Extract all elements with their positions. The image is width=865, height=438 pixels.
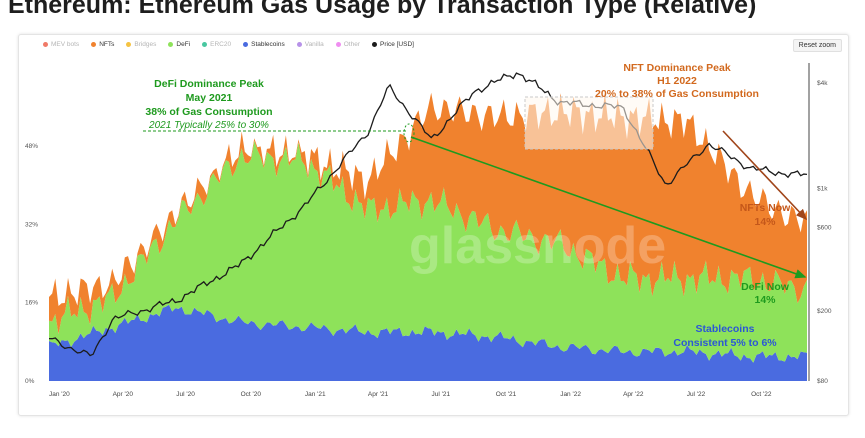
legend-item-other[interactable]: Other <box>335 41 361 48</box>
legend-dot-icon <box>91 42 97 47</box>
legend-dot-icon <box>296 42 302 47</box>
x-tick-label: Oct '22 <box>751 391 772 398</box>
annotation-line: 20% to 38% of Gas Consumption <box>595 88 759 100</box>
x-tick-label: Oct '21 <box>496 391 517 398</box>
x-tick-label: Jul '21 <box>432 391 451 398</box>
legend-dot-icon <box>335 42 341 47</box>
legend-label: Bridges <box>134 41 157 48</box>
x-tick-label: Apr '20 <box>113 391 134 398</box>
legend-label: NFTs <box>99 41 115 48</box>
annotation-line: DeFi Dominance Peak <box>154 78 264 90</box>
annotation-line: 14% <box>754 216 776 228</box>
annotation-line: 38% of Gas Consumption <box>145 106 272 118</box>
x-tick-label: Jan '20 <box>49 391 70 398</box>
reset-zoom-button[interactable]: Reset zoom <box>792 39 842 52</box>
legend-label: ERC20 <box>210 41 232 48</box>
legend-dot-icon <box>243 42 249 47</box>
legend-item-erc20[interactable]: ERC20 <box>202 41 231 48</box>
x-tick-label: Jul '20 <box>176 391 195 398</box>
legend-item-vanilla[interactable]: Vanilla <box>296 41 324 48</box>
y-left-tick-label: 48% <box>25 143 38 150</box>
x-tick-label: Jul '22 <box>687 391 706 398</box>
legend-dot-icon <box>126 42 132 47</box>
y-left-tick-label: 16% <box>25 300 38 307</box>
y-left-tick-label: 0% <box>25 378 35 385</box>
defi-peak-marker <box>403 123 415 143</box>
annotation-line: DeFi Now <box>741 281 790 293</box>
price-line <box>48 72 808 357</box>
defi-now-annotation: DeFi Now 14% <box>741 281 790 306</box>
legend-label: MEV bots <box>51 41 80 48</box>
y-right-tick-label: $4k <box>817 80 828 87</box>
annotation-line: Stablecoins <box>696 323 755 335</box>
area-layer <box>49 92 807 381</box>
y-right-tick-label: $80 <box>817 378 828 385</box>
annotation-line: May 2021 <box>186 92 233 104</box>
chart-panel: MEV bots NFTs Bridges DeFi ERC20 Stablec… <box>18 34 849 416</box>
legend-item-defi[interactable]: DeFi <box>168 41 190 48</box>
defi-trend-arrow <box>410 136 807 279</box>
annotation-line: NFT Dominance Peak <box>623 62 731 74</box>
stablecoins-annotation: Stablecoins Consistent 5% to 6% <box>673 323 777 349</box>
legend-item-mev-bots[interactable]: MEV bots <box>43 41 79 48</box>
legend: MEV bots NFTs Bridges DeFi ERC20 Stablec… <box>43 41 414 48</box>
annotation-line: NFTs Now <box>740 202 791 214</box>
annotation-line: H1 2022 <box>657 75 697 87</box>
nft-peak-highlight <box>524 96 654 150</box>
y-right-tick-label: $1k <box>817 186 828 193</box>
x-tick-label: Jan '22 <box>560 391 581 398</box>
x-axis-ticks: Jan '20 Apr '20 Jul '20 Oct '20 Jan '21 Apr '… <box>49 391 772 398</box>
legend-label: Vanilla <box>304 41 324 48</box>
legend-dot-icon <box>43 42 48 47</box>
legend-dot-icon <box>168 42 174 47</box>
x-tick-label: Oct '20 <box>241 391 262 398</box>
nfts-now-annotation: NFTs Now 14% <box>740 202 791 228</box>
nft-trend-arrow <box>722 130 808 221</box>
nft-peak-annotation: NFT Dominance Peak H1 2022 20% to 38% of… <box>595 62 759 100</box>
stablecoins-area <box>49 304 807 381</box>
legend-label: Other <box>343 41 361 48</box>
defi-peak-annotation: DeFi Dominance Peak May 2021 38% of Gas … <box>145 78 272 131</box>
x-tick-label: Apr '22 <box>623 391 644 398</box>
chart-canvas: glassnode 0% 16% 32% 48% $80 $200 $600 $1k $4k J… <box>25 62 832 398</box>
x-tick-label: Apr '21 <box>368 391 389 398</box>
legend-item-bridges[interactable]: Bridges <box>126 41 156 48</box>
legend-item-stablecoins[interactable]: Stablecoins <box>243 41 285 48</box>
annotation-line: 2021 Typically 25% to 30% <box>148 120 269 131</box>
y-axis-ticks: 0% 16% 32% 48% $80 $200 $600 $1k $4k <box>25 80 832 385</box>
y-right-tick-label: $200 <box>817 308 832 315</box>
legend-label: Price [USD] <box>380 41 414 48</box>
nfts-area <box>49 92 807 335</box>
defi-area <box>49 140 807 363</box>
legend-item-nfts[interactable]: NFTs <box>91 41 114 48</box>
annotation-line: 14% <box>754 294 776 306</box>
legend-dot-icon <box>372 42 378 47</box>
price-layer <box>48 72 808 357</box>
y-left-tick-label: 32% <box>25 221 38 228</box>
x-tick-label: Jan '21 <box>305 391 326 398</box>
legend-label: Stablecoins <box>251 41 285 48</box>
page-title: Ethereum: Ethereum Gas Usage by Transact… <box>8 0 757 19</box>
watermark: glassnode <box>409 217 666 275</box>
legend-dot-icon <box>202 42 208 47</box>
legend-item-price[interactable]: Price [USD] <box>372 41 414 48</box>
legend-label: DeFi <box>176 41 191 48</box>
annotation-line: Consistent 5% to 6% <box>673 337 777 349</box>
y-right-tick-label: $600 <box>817 225 832 232</box>
